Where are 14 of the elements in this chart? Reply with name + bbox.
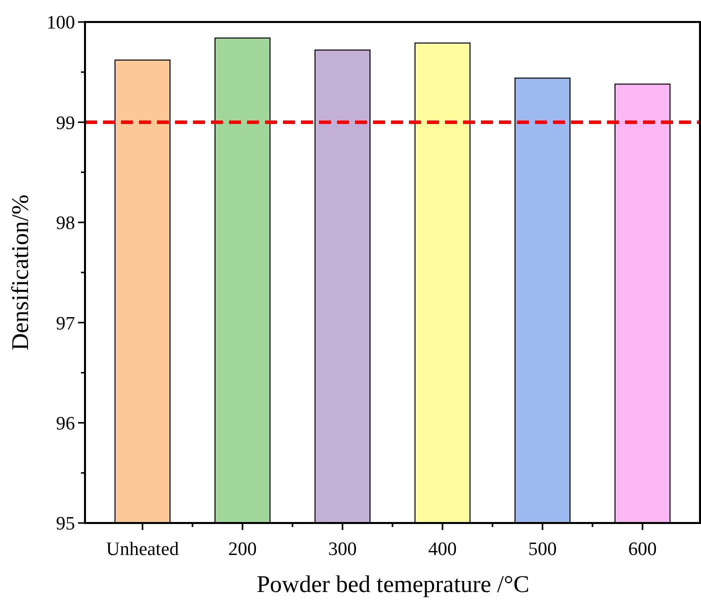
x-tick-label: 300 <box>328 539 357 560</box>
x-tick-label: 200 <box>228 539 257 560</box>
x-tick-label: 600 <box>628 539 657 560</box>
y-axis-title: Densification/% <box>8 194 34 350</box>
y-tick-label: 96 <box>56 413 75 434</box>
y-tick-label: 97 <box>56 313 75 334</box>
y-tick-label: 95 <box>56 514 75 535</box>
y-tick-label: 98 <box>56 213 75 234</box>
x-tick-label: 500 <box>528 539 557 560</box>
y-tick-label: 100 <box>46 12 75 34</box>
x-tick-label: Unheated <box>106 539 180 560</box>
y-tick-label: 99 <box>56 112 75 134</box>
x-tick-label: 400 <box>428 539 457 560</box>
x-axis-title: Powder bed temeprature /°C <box>256 572 530 598</box>
